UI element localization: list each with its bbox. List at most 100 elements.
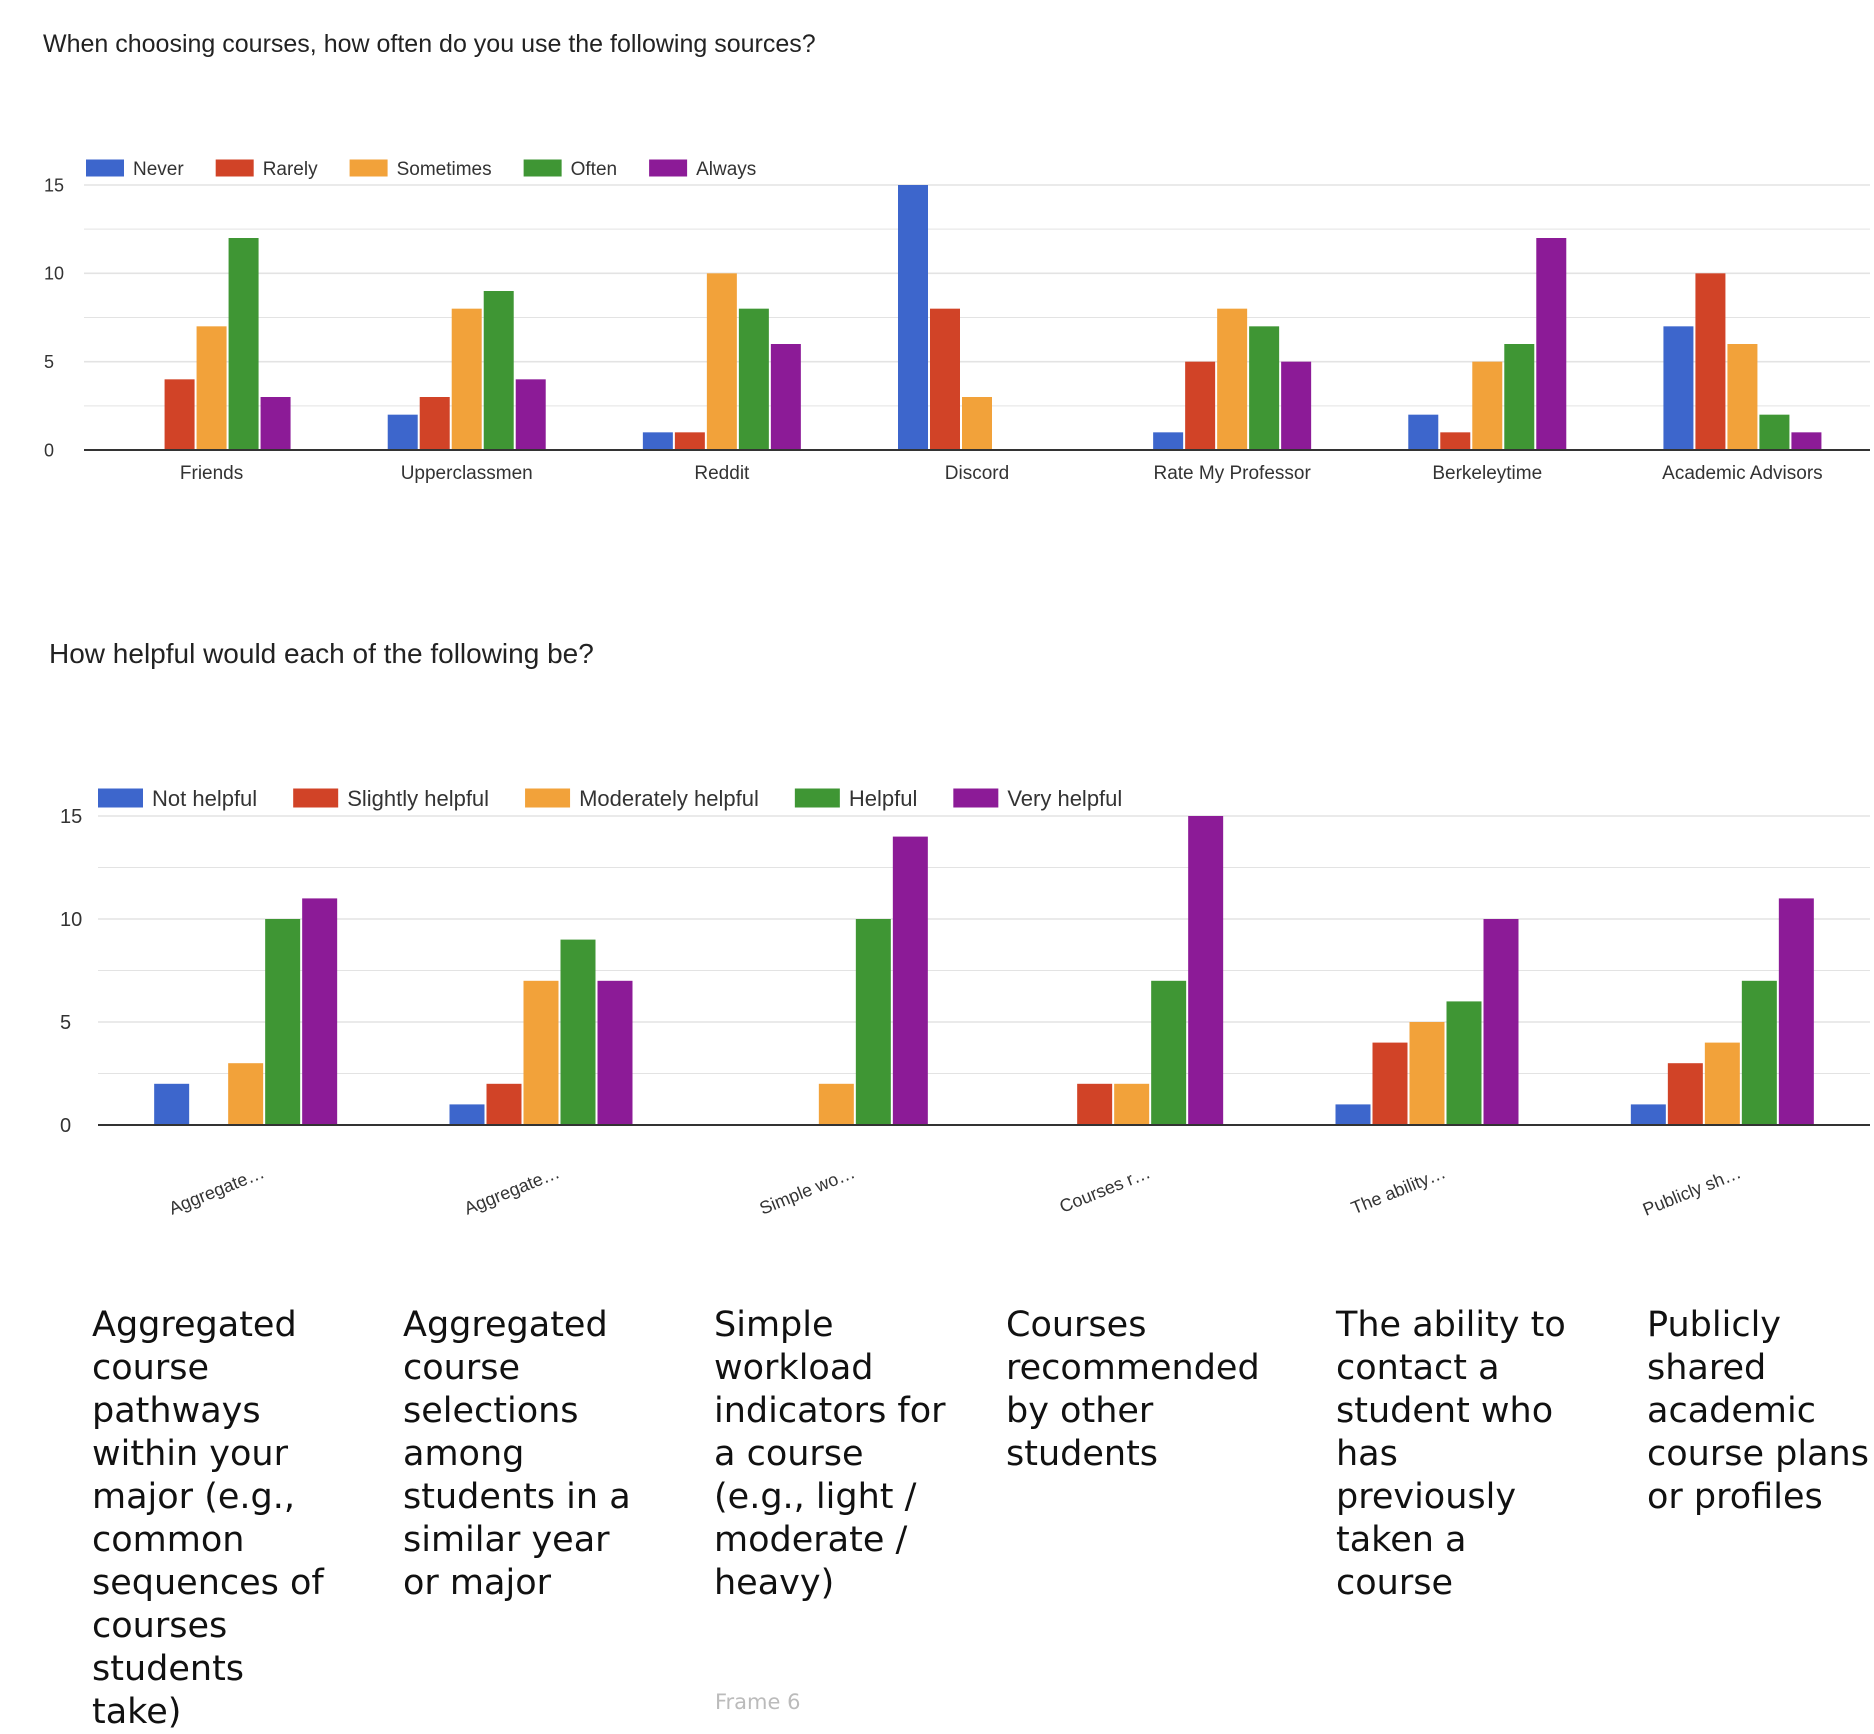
legend-label: Slightly helpful: [347, 786, 489, 811]
bar: [1663, 326, 1694, 450]
bar: [1151, 980, 1187, 1125]
bar: [1249, 326, 1280, 450]
legend-swatch: [953, 788, 999, 808]
bar: [1188, 816, 1224, 1125]
legend-label: Very helpful: [1007, 786, 1122, 811]
bar: [1536, 238, 1567, 450]
legend-label: Moderately helpful: [579, 786, 759, 811]
bar: [560, 939, 596, 1125]
category-label: Simple wo…: [757, 1162, 858, 1218]
frame-label: Frame 6: [715, 1690, 801, 1714]
bar: [1077, 1083, 1113, 1125]
bar: [1440, 432, 1471, 450]
bar: [260, 397, 291, 450]
bar: [892, 836, 928, 1125]
bar: [419, 397, 450, 450]
bar: [706, 273, 737, 450]
legend-swatch: [649, 159, 688, 177]
bar: [1335, 1104, 1371, 1125]
bar: [674, 432, 705, 450]
bar: [228, 1063, 264, 1125]
bar: [1114, 1083, 1150, 1125]
bar: [1446, 1001, 1482, 1125]
bar: [1759, 414, 1790, 450]
bar: [486, 1083, 522, 1125]
category-label: Aggregate…: [166, 1162, 267, 1218]
category-label: Discord: [945, 463, 1009, 484]
bar: [154, 1083, 190, 1125]
legend-swatch: [523, 159, 562, 177]
bar: [642, 432, 673, 450]
legend-label: Often: [571, 159, 617, 180]
bar: [265, 919, 301, 1125]
legend-swatch: [215, 159, 254, 177]
bar: [1778, 898, 1814, 1125]
bar: [1727, 344, 1758, 450]
bar: [196, 326, 227, 450]
bar: [1630, 1104, 1666, 1125]
legend-swatch: [86, 159, 124, 177]
bar: [1185, 361, 1216, 450]
category-label: Rate My Professor: [1153, 463, 1311, 484]
bar: [483, 291, 514, 450]
y-tick-label: 15: [44, 175, 64, 195]
bar: [1667, 1063, 1703, 1125]
legend-label: Sometimes: [397, 159, 492, 180]
legend-swatch: [98, 788, 143, 808]
bar: [597, 980, 633, 1125]
y-tick-label: 0: [44, 440, 54, 460]
category-label: The ability…: [1348, 1162, 1448, 1218]
y-tick-label: 15: [60, 806, 82, 828]
bar: [855, 919, 891, 1125]
chart-helpfulness: 0 5 10 15 Not helpful Slightly helpful Moderat…: [60, 786, 1870, 1220]
bar: [1791, 432, 1822, 450]
bar: [1409, 1022, 1445, 1125]
category-label: Berkeleytime: [1432, 463, 1542, 484]
legend-swatch: [293, 788, 339, 808]
description-2: Aggregated course selections among stude…: [403, 1305, 631, 1603]
bar: [1153, 432, 1184, 450]
category-label: Friends: [180, 463, 243, 484]
y-tick-label: 5: [44, 352, 54, 372]
bar: [1504, 344, 1535, 450]
category-label: Publicly sh…: [1640, 1162, 1744, 1220]
bar: [515, 379, 546, 450]
bar: [387, 414, 418, 450]
bar: [1483, 919, 1519, 1125]
bar: [930, 308, 960, 450]
bar: [164, 379, 195, 450]
legend-swatch: [794, 788, 840, 808]
bar: [451, 308, 482, 450]
bar: [523, 980, 559, 1125]
bar: [898, 185, 928, 450]
y-tick-label: 10: [44, 264, 64, 284]
category-label: Courses r…: [1057, 1162, 1154, 1217]
legend-swatch: [349, 159, 388, 177]
bar: [1372, 1042, 1408, 1125]
legend-label: Never: [133, 159, 184, 180]
bar: [770, 344, 801, 450]
legend-label: Always: [696, 159, 756, 180]
chart2-title: How helpful would each of the following …: [49, 638, 594, 669]
category-label: Reddit: [694, 463, 750, 484]
description-6: Publicly shared academic course plans or…: [1647, 1305, 1869, 1517]
chart-usage-sources: 0 5 10 15 Never Rarely Sometimes Often Always Fri…: [44, 159, 1870, 484]
category-label: Academic Advisors: [1662, 463, 1823, 484]
bar: [1281, 361, 1312, 450]
description-3: Simple workload indicators for a course …: [714, 1305, 946, 1603]
bar: [1704, 1042, 1740, 1125]
description-4: Courses recommended by other students: [1006, 1305, 1260, 1474]
y-tick-label: 0: [60, 1115, 71, 1137]
chart1-title: When choosing courses, how often do you …: [43, 30, 816, 58]
bar: [1217, 308, 1248, 450]
legend-swatch: [525, 788, 571, 808]
bar: [228, 238, 259, 450]
bar: [1695, 273, 1726, 450]
bar: [818, 1083, 854, 1125]
y-tick-label: 5: [60, 1012, 71, 1034]
category-label: Aggregate…: [461, 1162, 562, 1218]
bar: [449, 1104, 485, 1125]
bar: [962, 397, 992, 450]
bar: [738, 308, 769, 450]
bar: [1741, 980, 1777, 1125]
